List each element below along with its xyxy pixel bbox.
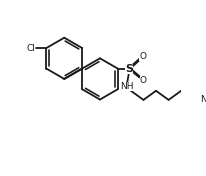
Text: NH₂: NH₂ — [199, 95, 206, 104]
Text: S: S — [125, 64, 132, 74]
Text: Cl: Cl — [26, 43, 35, 52]
Text: O: O — [139, 52, 146, 61]
Text: O: O — [139, 76, 146, 85]
Text: NH: NH — [120, 82, 133, 92]
